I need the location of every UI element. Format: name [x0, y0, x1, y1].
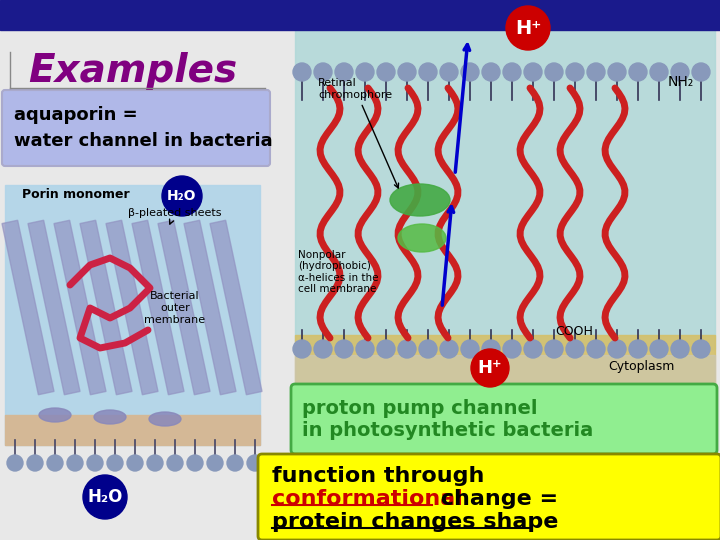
Text: NH₂: NH₂ [668, 75, 694, 89]
Text: Examples: Examples [28, 52, 237, 90]
Circle shape [608, 63, 626, 81]
Circle shape [503, 63, 521, 81]
Circle shape [608, 340, 626, 358]
Text: Nonpolar
(hydrophobic)
α-helices in the
cell membrane: Nonpolar (hydrophobic) α-helices in the … [298, 249, 379, 294]
Circle shape [83, 475, 127, 519]
Ellipse shape [39, 408, 71, 422]
Circle shape [566, 63, 584, 81]
Bar [54, 220, 106, 395]
Circle shape [356, 63, 374, 81]
Text: H₂O: H₂O [167, 189, 197, 203]
Text: H₂O: H₂O [87, 488, 122, 506]
Text: COOH: COOH [555, 325, 593, 338]
Circle shape [335, 63, 353, 81]
Circle shape [440, 340, 458, 358]
Circle shape [461, 63, 479, 81]
Text: function through: function through [272, 466, 485, 486]
Circle shape [162, 176, 202, 216]
FancyBboxPatch shape [291, 384, 717, 454]
Bar [2, 220, 54, 395]
Bar [295, 335, 715, 390]
Text: Porin monomer: Porin monomer [22, 188, 130, 201]
Bar [210, 220, 262, 395]
Circle shape [377, 63, 395, 81]
Text: Retinal
chromophore: Retinal chromophore [318, 78, 399, 188]
Text: aquaporin =
water channel in bacteria: aquaporin = water channel in bacteria [14, 106, 273, 150]
Circle shape [482, 340, 500, 358]
Circle shape [207, 455, 223, 471]
Text: H⁺: H⁺ [515, 18, 541, 37]
FancyBboxPatch shape [2, 90, 270, 166]
Circle shape [587, 340, 605, 358]
Circle shape [471, 349, 509, 387]
Circle shape [167, 455, 183, 471]
Circle shape [356, 340, 374, 358]
Circle shape [293, 340, 311, 358]
Bar [295, 29, 715, 349]
Circle shape [87, 455, 103, 471]
Ellipse shape [398, 224, 446, 252]
Bar [295, 355, 715, 390]
Circle shape [107, 455, 123, 471]
Circle shape [629, 63, 647, 81]
Circle shape [419, 340, 437, 358]
Bar [106, 220, 158, 395]
Circle shape [629, 340, 647, 358]
Text: conformational: conformational [272, 489, 463, 509]
Circle shape [545, 340, 563, 358]
Circle shape [147, 455, 163, 471]
Ellipse shape [149, 412, 181, 426]
Circle shape [524, 340, 542, 358]
Bar [5, 415, 260, 445]
Circle shape [461, 340, 479, 358]
Bar [28, 220, 80, 395]
Circle shape [7, 455, 23, 471]
Text: change =: change = [433, 489, 558, 509]
Circle shape [335, 340, 353, 358]
Circle shape [503, 340, 521, 358]
FancyBboxPatch shape [258, 454, 720, 540]
Text: proton pump channel
in photosynthetic bacteria: proton pump channel in photosynthetic ba… [302, 400, 593, 441]
Circle shape [692, 340, 710, 358]
Circle shape [127, 455, 143, 471]
Circle shape [314, 340, 332, 358]
Circle shape [440, 63, 458, 81]
Circle shape [692, 63, 710, 81]
Bar [0, 0, 720, 30]
Circle shape [566, 340, 584, 358]
Text: Cytoplasm: Cytoplasm [608, 360, 675, 373]
Circle shape [650, 63, 668, 81]
Circle shape [314, 63, 332, 81]
Circle shape [671, 63, 689, 81]
Circle shape [247, 455, 263, 471]
Circle shape [650, 340, 668, 358]
Ellipse shape [94, 410, 126, 424]
Circle shape [187, 455, 203, 471]
Circle shape [67, 455, 83, 471]
Circle shape [482, 63, 500, 81]
Bar [80, 220, 132, 395]
Text: β-pleated sheets: β-pleated sheets [128, 208, 222, 224]
Circle shape [377, 340, 395, 358]
Text: Bacterial
outer
membrane: Bacterial outer membrane [145, 292, 206, 325]
Circle shape [506, 6, 550, 50]
Circle shape [27, 455, 43, 471]
Circle shape [398, 340, 416, 358]
Circle shape [524, 63, 542, 81]
Circle shape [227, 455, 243, 471]
Bar [158, 220, 210, 395]
Bar [132, 220, 184, 395]
Circle shape [587, 63, 605, 81]
Ellipse shape [390, 184, 450, 216]
Text: H⁺: H⁺ [477, 359, 503, 377]
Circle shape [398, 63, 416, 81]
Circle shape [419, 63, 437, 81]
Circle shape [545, 63, 563, 81]
Circle shape [671, 340, 689, 358]
Bar [184, 220, 236, 395]
Bar [5, 185, 260, 445]
Circle shape [47, 455, 63, 471]
Text: protein changes shape: protein changes shape [272, 512, 559, 532]
Circle shape [293, 63, 311, 81]
